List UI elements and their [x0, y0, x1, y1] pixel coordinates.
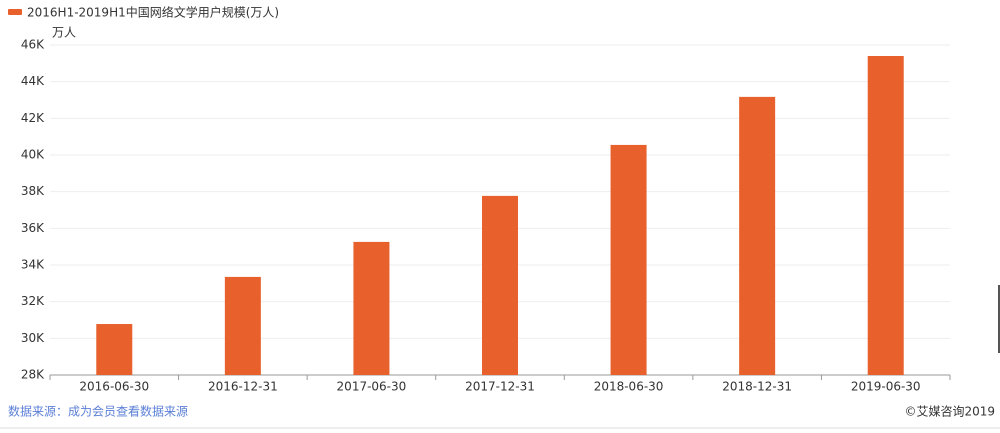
bar: [610, 144, 647, 375]
y-tick-label: 42K: [21, 111, 45, 125]
bar: [224, 276, 261, 375]
x-tick-label: 2018-06-30: [594, 380, 664, 394]
y-tick-label: 40K: [21, 148, 45, 162]
footer-source: 数据来源：成为会员查看数据来源: [8, 404, 188, 419]
x-tick-label: 2016-06-30: [79, 380, 149, 394]
bar: [482, 195, 518, 375]
bar: [353, 241, 390, 375]
y-tick-label: 30K: [21, 331, 45, 345]
legend-swatch: [8, 9, 22, 15]
x-tick-label: 2017-06-30: [337, 380, 407, 394]
x-tick-label: 2017-12-31: [465, 380, 535, 394]
y-tick-label: 44K: [21, 74, 45, 88]
bar: [867, 56, 904, 375]
y-tick-label: 28K: [21, 368, 45, 382]
bar: [96, 324, 133, 375]
bar: [739, 96, 776, 375]
legend-label: 2016H1-2019H1中国网络文学用户规模(万人): [27, 5, 279, 20]
y-tick-label: 46K: [21, 38, 45, 52]
scrollbar: [998, 285, 1000, 353]
x-tick-label: 2018-12-31: [722, 380, 792, 394]
y-tick-label: 32K: [21, 294, 45, 308]
y-tick-label: 36K: [21, 221, 45, 235]
footer-copyright: ©艾媒咨询2019: [904, 404, 995, 419]
x-tick-label: 2019-06-30: [851, 380, 921, 394]
y-tick-label: 38K: [21, 184, 45, 198]
y-unit: 万人: [52, 26, 76, 40]
y-tick-label: 34K: [21, 258, 45, 272]
x-tick-label: 2016-12-31: [208, 380, 278, 394]
